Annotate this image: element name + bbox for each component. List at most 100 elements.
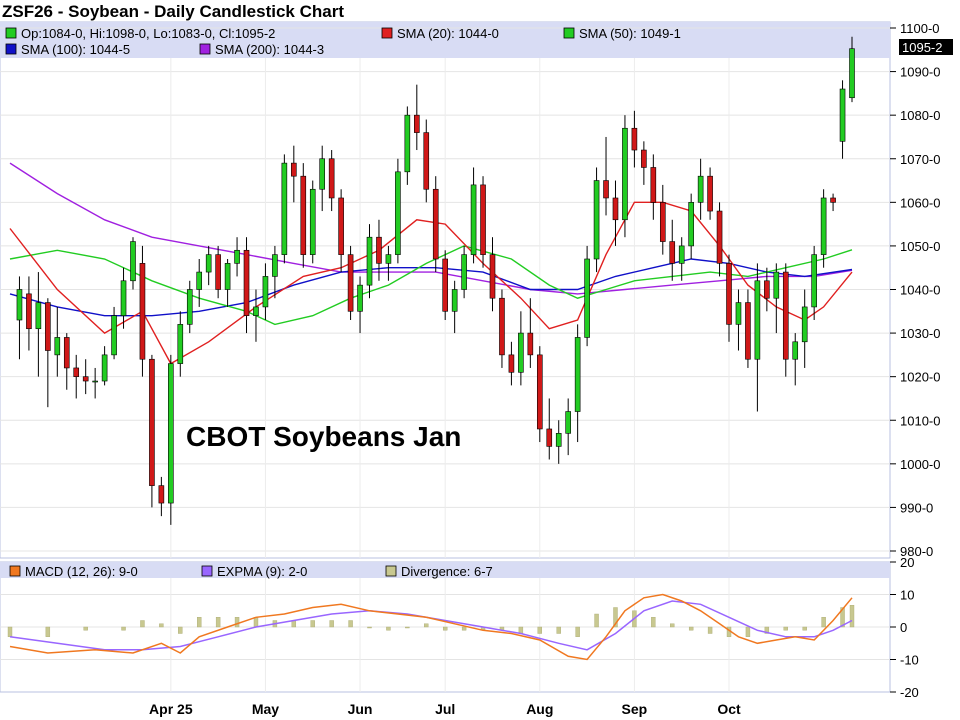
candle [120, 267, 127, 329]
candle [839, 80, 846, 159]
date-tick-label: Jun [348, 701, 373, 717]
candle-body [366, 236, 373, 286]
candle-body [480, 184, 486, 255]
candle [376, 219, 382, 281]
candle-body [385, 254, 392, 264]
macd-line [9, 593, 853, 661]
legend-swatch [381, 27, 393, 39]
macd-legend-band [0, 562, 890, 578]
candle [328, 150, 335, 212]
price-tick-label: 1030-0 [900, 326, 940, 341]
candle-body [111, 315, 117, 356]
candle-body [745, 302, 751, 360]
candle-body [811, 254, 817, 308]
candle [603, 136, 609, 216]
legend-label: SMA (200): 1044-3 [215, 42, 324, 57]
price-tick-label: 1050-0 [900, 239, 940, 254]
candle-body [92, 380, 98, 383]
candle-body [376, 236, 382, 264]
divergence-bar [594, 613, 599, 628]
candle [631, 110, 638, 168]
candle-body [130, 241, 136, 282]
candle [101, 346, 108, 386]
legend-label: SMA (20): 1044-0 [397, 26, 499, 41]
date-tick-label: Oct [717, 701, 741, 717]
candle [139, 245, 146, 377]
divergence-bar [367, 626, 372, 629]
divergence-bar [405, 626, 410, 629]
candle [243, 237, 250, 334]
candle-body [650, 167, 657, 203]
candle [735, 289, 742, 351]
candle [678, 237, 685, 281]
candle [688, 193, 694, 259]
candle-body [641, 149, 647, 168]
candle [480, 176, 486, 268]
candle [423, 119, 430, 203]
candle-body [328, 158, 335, 199]
candle [801, 289, 808, 368]
candle-body [395, 171, 401, 255]
candle [186, 280, 193, 334]
candle [215, 245, 221, 299]
divergence-bar [329, 620, 334, 628]
legend-item: SMA (20): 1044-0 [381, 26, 499, 41]
candle-body [35, 302, 42, 330]
candle [659, 184, 666, 255]
candle [584, 245, 590, 347]
candle [281, 154, 288, 264]
candle-body [45, 302, 51, 351]
price-tick-label: 1010-0 [900, 413, 940, 428]
candle-body [584, 258, 590, 338]
candle [461, 245, 467, 299]
macd-legend-item: Divergence: 6-7 [385, 564, 493, 579]
candle-body [622, 127, 628, 221]
candle [508, 341, 515, 386]
legend-label: SMA (100): 1044-5 [21, 42, 130, 57]
divergence-bar [140, 620, 145, 628]
candle [54, 306, 61, 377]
legend-item: SMA (100): 1044-5 [5, 42, 130, 57]
candle-body [527, 332, 534, 356]
candle-body [669, 241, 676, 264]
sma-50-line [9, 245, 853, 326]
candle-body [631, 127, 638, 151]
candle [489, 237, 496, 312]
candle [82, 359, 89, 395]
candle-body [205, 254, 212, 273]
candle [234, 237, 240, 277]
candle [272, 245, 278, 299]
candle-body [158, 485, 165, 504]
candle [300, 163, 307, 268]
candle-body [470, 184, 477, 255]
candle [149, 354, 155, 508]
candle [773, 263, 780, 334]
candle-body [707, 175, 713, 212]
divergence-bar [310, 620, 315, 628]
candle [612, 180, 619, 246]
candle-body [451, 289, 458, 312]
candle-body [414, 114, 420, 133]
divergence-bar [461, 626, 467, 631]
last-price-marker: 1095-2 [899, 39, 953, 55]
candle [451, 280, 458, 334]
candle [622, 115, 628, 238]
candle [338, 189, 344, 273]
legend-swatch [563, 27, 575, 39]
candle-body [830, 197, 836, 203]
candle [811, 245, 817, 321]
divergence-bar [688, 626, 694, 631]
date-tick-label: Sep [622, 701, 648, 717]
candle-body [754, 280, 761, 360]
candle [470, 167, 477, 264]
candle-body [168, 363, 174, 504]
candle-body [726, 263, 732, 325]
price-tick-label: 1020-0 [900, 370, 940, 385]
candle-body [291, 162, 297, 177]
candle [565, 398, 571, 456]
price-tick-label: 1040-0 [900, 283, 940, 298]
candle-body [338, 197, 344, 255]
divergence-bar [802, 626, 807, 631]
divergence-bar [83, 626, 88, 631]
candle-body [792, 341, 799, 360]
